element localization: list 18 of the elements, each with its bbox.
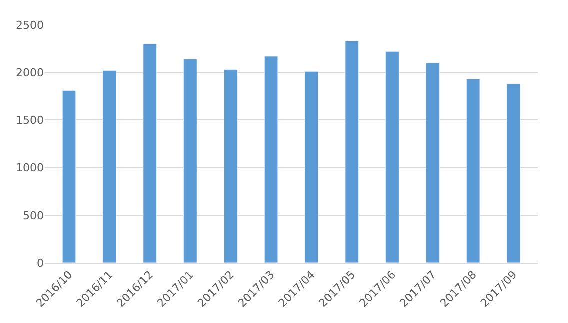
bar (386, 51, 400, 263)
bar (426, 62, 440, 263)
y-tick-label: 1500 (16, 114, 44, 128)
bar (345, 40, 360, 263)
bar (62, 90, 76, 263)
bar (102, 70, 117, 263)
y-tick-label: 500 (23, 209, 44, 222)
bar (224, 69, 238, 263)
y-tick-label: 2500 (16, 18, 44, 32)
y-tick-label: 1000 (16, 162, 44, 175)
bar (506, 84, 521, 263)
y-tick-label: 0 (37, 256, 44, 270)
bar (264, 56, 278, 263)
bar (466, 79, 480, 263)
bar (143, 44, 157, 263)
bar (184, 59, 198, 263)
y-tick-label: 2000 (16, 66, 44, 80)
bar (304, 71, 319, 263)
